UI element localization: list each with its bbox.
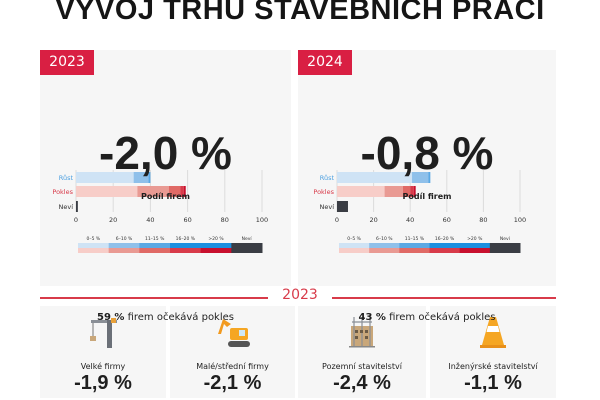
legend-label: 16–20 % [435,236,455,242]
card-label: Malé/střední firmy [196,362,269,371]
legend-swatch-top [139,243,171,248]
legend-swatch-top [231,243,263,248]
crane-icon [90,318,117,348]
x-tick-label: 0 [74,216,78,224]
legend-swatch-bottom [459,248,491,253]
bar-segment [337,201,348,212]
legend-label: 11–15 % [145,236,165,242]
building-scaffold-icon [349,317,375,348]
card-label: Inženýrské stavitelství [448,362,538,371]
legend-swatch-bottom [429,248,461,253]
legend-label: 0–5 % [347,236,361,242]
legend-swatch-bottom [200,248,232,253]
summary: 43 % firem očekává pokles [298,312,556,323]
legend-swatch-top [369,243,400,248]
legend-swatch-bottom [489,248,521,253]
divider-left [40,297,268,299]
x-tick-label: 0 [335,216,339,224]
legend-swatch-bottom [399,248,430,253]
section-year: 2023 [282,287,318,303]
summary-value: 43 % [358,312,386,323]
x-tick-label: 100 [256,216,268,224]
x-tick-label: 60 [183,216,191,224]
x-tick-label: 40 [146,216,154,224]
chart-title: Podíl firem [402,192,452,201]
legend-swatch-top [200,243,232,248]
chart-title: Podíl firem [141,192,190,201]
legend-swatch-bottom [339,248,370,253]
panel-2024: 0 20 40 60 80 100 Růst Pokles Neví 0–5 % 6–10 % 11–… [298,50,556,323]
summary-value: 59 % [96,312,125,323]
page-title: VÝVOJ TRHU STAVEBNÍCH PRACÍ [55,0,545,26]
card-label: Velké firmy [80,362,126,371]
legend-swatch-top [429,243,461,248]
legend-swatch-bottom [231,248,263,253]
headline-value: -2,0 % [99,127,232,179]
legend-label: 6–10 % [376,236,393,242]
legend-swatch-bottom [139,248,171,253]
x-tick-label: 80 [221,216,229,224]
legend-label: >20 % [208,236,224,242]
legend-label: 11–15 % [405,236,425,242]
card-large-firms: Velké firmy -1,9 % [40,306,166,398]
year-tag: 2023 [40,50,94,75]
legend-swatch-bottom [78,248,110,253]
x-tick-label: 100 [514,216,526,224]
x-tick-label: 40 [406,216,414,224]
x-tick-label: 60 [443,216,451,224]
excavator-icon [217,319,250,347]
year-tag: 2024 [298,50,352,75]
card-building-construction: Pozemní stavitelství -2,4 % [298,306,426,398]
card-value: -2,1 % [203,372,262,394]
x-tick-label: 20 [109,216,117,224]
card-value: -2,4 % [333,372,391,394]
card-value: -1,1 % [464,372,522,394]
legend-swatch-top [170,243,202,248]
legend-swatch-top [399,243,430,248]
legend-label: 6–10 % [116,236,133,242]
card-civil-engineering: Inženýrské stavitelství -1,1 % [430,306,556,398]
panel-2023: 0 20 40 60 80 100 Růst Pokles Neví 0–5 % 6–10 % 11–… [40,50,291,323]
x-tick-label: 80 [479,216,487,224]
card-small-medium-firms: Malé/střední firmy -2,1 % [170,306,295,398]
summary: 59 % firem očekává pokles [40,312,291,323]
legend-label: Neví [242,235,253,242]
legend-swatch-top [489,243,521,248]
legend-label: >20 % [467,236,483,242]
summary-text: firem očekává pokles [127,312,234,323]
card-label: Pozemní stavitelství [322,362,402,371]
legend-swatch-bottom [108,248,140,253]
legend-swatch-bottom [170,248,202,253]
legend-label: Neví [500,235,511,242]
category-label: Neví [319,203,334,211]
legend-swatch-top [339,243,370,248]
legend-swatch-bottom [369,248,400,253]
legend-label: 16–20 % [176,236,196,242]
legend-swatch-top [78,243,110,248]
summary-text: firem očekává pokles [389,312,496,323]
bar-segment [76,201,78,212]
category-label: Neví [58,203,73,211]
x-tick-label: 20 [369,216,377,224]
headline-value: -0,8 % [360,127,494,179]
divider-right [332,297,556,299]
legend-swatch-top [108,243,140,248]
legend-swatch-top [459,243,491,248]
legend-label: 0–5 % [86,236,100,242]
card-value: -1,9 % [74,372,132,394]
traffic-cone-icon [480,317,506,348]
